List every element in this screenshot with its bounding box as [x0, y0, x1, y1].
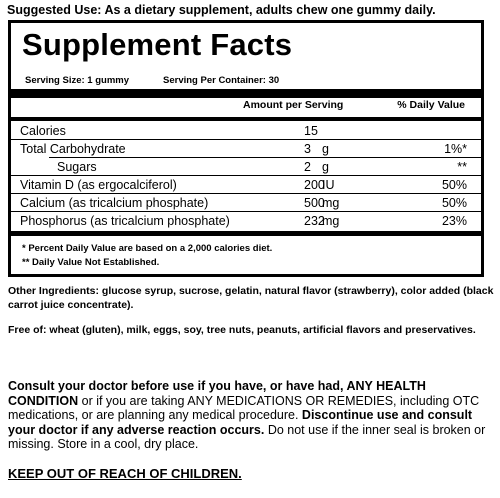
warning-seal-storage: Do not use if the inner seal is broken o…: [8, 422, 486, 452]
nutrient-row-vitamin-d: Vitamin D (as ergocalciferol) 200 IU 50%: [11, 176, 481, 195]
nutrient-row-calories: Calories 15: [11, 122, 481, 141]
nutrient-name: Total Carbohydrate: [20, 142, 126, 156]
warning-medications: or if you are taking ANY MEDICATIONS OR …: [8, 393, 480, 423]
nutrient-qty: 3: [304, 142, 311, 156]
nutrient-dv: **: [457, 160, 467, 174]
keep-out-of-reach: KEEP OUT OF REACH OF CHILDREN.: [8, 466, 242, 481]
nutrient-dv: 1%*: [444, 142, 467, 156]
thick-divider: [11, 89, 481, 98]
nutrient-name: Phosphorus (as tricalcium phosphate): [20, 214, 230, 228]
free-of-statement: Free of: wheat (gluten), milk, eggs, soy…: [8, 324, 476, 336]
warning-statement: Consult your doctor before use if you ha…: [8, 379, 496, 452]
nutrient-unit: mg: [322, 196, 340, 210]
row-divider: [11, 139, 481, 140]
other-ingredients: Other Ingredients: glucose syrup, sucros…: [8, 285, 494, 311]
nutrient-name: Vitamin D (as ergocalciferol): [20, 178, 177, 192]
nutrient-name: Calories: [20, 124, 66, 138]
nutrient-row-phosphorus: Phosphorus (as tricalcium phosphate) 232…: [11, 212, 481, 231]
nutrient-qty: 232: [304, 214, 325, 228]
nutrient-name: Sugars: [57, 160, 97, 174]
serving-size: Serving Size: 1 gummy: [25, 75, 130, 86]
footnote-percent-dv: * Percent Daily Value are based on a 2,0…: [22, 243, 273, 254]
nutrient-name: Calcium (as tricalcium phosphate): [20, 196, 209, 210]
nutrient-unit: IU: [322, 178, 335, 192]
warning-discontinue: Discontinue use and consult your doctor …: [8, 408, 473, 437]
nutrient-unit: g: [322, 142, 329, 156]
nutrient-qty: 200: [304, 178, 325, 192]
row-divider: [11, 175, 481, 176]
servings-per-container: Serving Per Container: 30: [163, 75, 280, 86]
facts-title: Supplement Facts: [22, 27, 293, 62]
row-divider: [11, 211, 481, 212]
nutrient-qty: 15: [304, 124, 318, 138]
suggested-use: Suggested Use: As a dietary supplement, …: [7, 3, 436, 17]
bottom-divider: [11, 231, 481, 236]
nutrient-unit: g: [322, 160, 329, 174]
nutrient-row-sugars: Sugars 2 g **: [11, 158, 481, 177]
row-divider: [11, 193, 481, 194]
row-divider: [49, 157, 481, 158]
header-daily-value: % Daily Value: [397, 99, 465, 111]
supplement-facts-panel: Supplement Facts Serving Size: 1 gummy S…: [8, 20, 484, 277]
nutrient-dv: 23%: [441, 214, 467, 228]
nutrient-row-calcium: Calcium (as tricalcium phosphate) 500 mg…: [11, 194, 481, 213]
nutrient-unit: mg: [322, 214, 340, 228]
nutrient-dv: 50%: [441, 178, 467, 192]
nutrient-row-carbohydrate: Total Carbohydrate 3 g 1%*: [11, 140, 481, 159]
nutrient-qty: 2: [304, 160, 311, 174]
medium-divider: [11, 117, 481, 121]
nutrient-qty: 500: [304, 196, 325, 210]
nutrient-dv: 50%: [441, 196, 467, 210]
header-amount: Amount per Serving: [243, 99, 344, 111]
footnote-dv-not-established: ** Daily Value Not Established.: [22, 257, 160, 268]
warning-consult: Consult your doctor before use if you ha…: [8, 379, 426, 408]
